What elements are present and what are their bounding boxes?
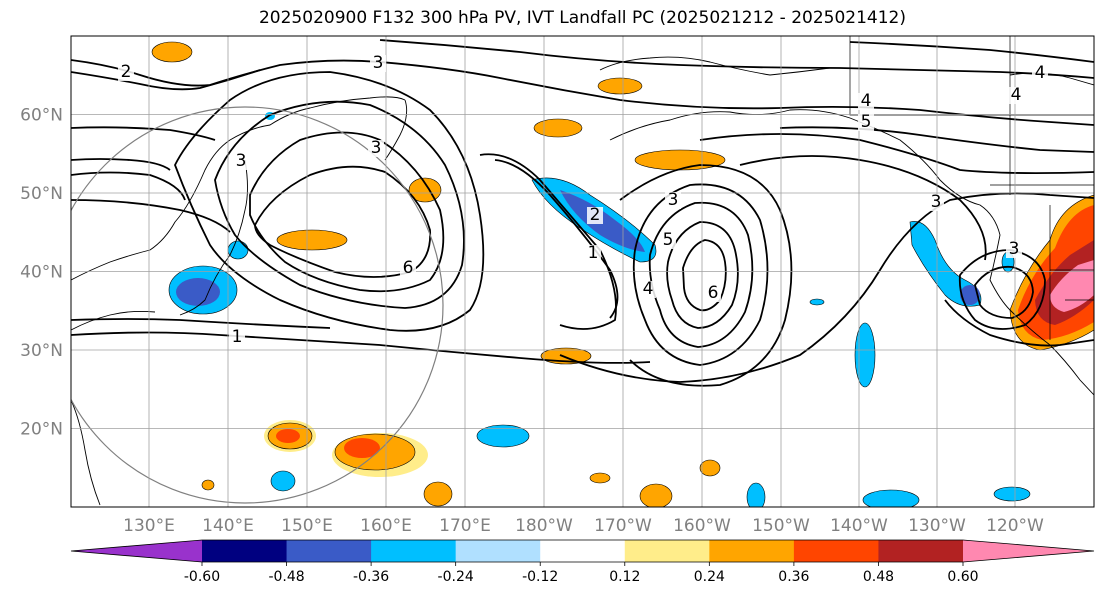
contour-label: 6 xyxy=(403,258,414,278)
colorbar-bin xyxy=(455,540,541,562)
contour-label: 2 xyxy=(590,205,601,225)
colorbar-labels: -0.60 -0.48 -0.36 -0.24 -0.12 0.12 0.24 0.36 0.4… xyxy=(184,562,979,585)
lon-tick-label: 170°W xyxy=(594,516,652,536)
colorbar-tick-label: 0.48 xyxy=(863,569,894,585)
contour-label-bg xyxy=(858,114,874,131)
lon-tick-label: 150°W xyxy=(752,516,810,536)
colorbar-tick-label: -0.24 xyxy=(438,569,474,585)
colorbar-over xyxy=(963,540,1094,562)
latitude-tick-labels: 20°N 30°N 40°N 50°N 60°N xyxy=(20,106,63,440)
contour-label: 3 xyxy=(236,151,247,171)
longitude-tick-labels: 130°E 140°E 150°E 160°E 170°E 180°W 170°W 160°W… xyxy=(123,516,1044,536)
contour-label: 4 xyxy=(643,279,654,299)
contour-label-bg xyxy=(587,207,603,224)
contour-label-bg xyxy=(640,281,656,298)
contour-label-bg xyxy=(705,285,721,302)
contour-label: 6 xyxy=(708,283,719,303)
lon-tick-label: 140°W xyxy=(830,516,888,536)
lat-tick-label: 60°N xyxy=(20,106,63,126)
contour-label: 3 xyxy=(373,53,384,73)
contour-label: 1 xyxy=(588,243,599,263)
gridlines xyxy=(71,36,1094,507)
contour-label-bg xyxy=(233,153,249,170)
contour-label: 3 xyxy=(668,190,679,210)
colorbar-tick-label: 0.24 xyxy=(694,569,725,585)
coastlines xyxy=(71,56,1094,506)
map-title: 2025020900 F132 300 hPa PV, IVT Landfall… xyxy=(258,8,906,28)
contour-label-bg xyxy=(1006,241,1022,258)
contour-label: 4 xyxy=(861,91,872,111)
contour-label-bg xyxy=(118,64,134,81)
colorbar-tick-label: -0.48 xyxy=(268,569,304,585)
lon-tick-label: 170°E xyxy=(439,516,491,536)
lat-tick-label: 50°N xyxy=(20,184,63,204)
contour-label: 2 xyxy=(121,62,132,82)
lat-tick-label: 30°N xyxy=(20,341,63,361)
contour-label: 1 xyxy=(232,327,243,347)
colorbar-tick-label: 0.12 xyxy=(609,569,640,585)
lat-tick-label: 40°N xyxy=(20,263,63,283)
pv-contours xyxy=(71,39,1094,387)
lon-tick-label: 150°E xyxy=(281,516,333,536)
contour-label-bg xyxy=(1032,65,1048,82)
colorbar xyxy=(70,539,1095,563)
borders xyxy=(849,36,1094,340)
contour-label: 4 xyxy=(1035,63,1046,83)
colorbar-bin xyxy=(540,540,626,562)
lon-tick-label: 180°W xyxy=(515,516,573,536)
contour-label-bg xyxy=(400,260,416,277)
contour-label-bg xyxy=(585,245,601,262)
contour-label: 3 xyxy=(931,192,942,212)
lon-tick-label: 160°E xyxy=(360,516,412,536)
colorbar-bin xyxy=(286,540,372,562)
contour-label-bg xyxy=(858,93,874,110)
colorbar-bin xyxy=(709,540,795,562)
contour-label-bg xyxy=(370,55,386,72)
contour-label-bg xyxy=(665,192,681,209)
great-circle-ring xyxy=(71,106,444,504)
contour-label-bg xyxy=(368,140,384,157)
colorbar-tick-label: -0.36 xyxy=(353,569,389,585)
fill-positive xyxy=(151,41,1094,507)
colorbar-tick-label: -0.12 xyxy=(522,569,558,585)
contour-label-bg xyxy=(928,194,944,211)
colorbar-bin xyxy=(624,540,710,562)
lon-tick-label: 130°E xyxy=(123,516,175,536)
contour-label: 3 xyxy=(371,138,382,158)
contour-label-bg xyxy=(660,232,676,249)
colorbar-tick-label: -0.60 xyxy=(184,569,220,585)
colorbar-tick-label: 0.36 xyxy=(778,569,809,585)
colorbar-bin xyxy=(202,540,288,562)
lon-tick-label: 140°E xyxy=(202,516,254,536)
lon-tick-label: 130°W xyxy=(908,516,966,536)
contour-label-bg xyxy=(229,329,245,346)
contour-label: 5 xyxy=(663,230,674,250)
contour-label: 5 xyxy=(861,112,872,132)
map-frame xyxy=(70,35,1095,508)
lat-tick-label: 20°N xyxy=(20,420,63,440)
lon-tick-label: 120°W xyxy=(986,516,1044,536)
contour-label: 4 xyxy=(1011,85,1022,105)
colorbar-bin xyxy=(793,540,879,562)
colorbar-under-tip xyxy=(71,540,202,562)
lon-tick-label: 160°W xyxy=(673,516,731,536)
colorbar-tick-label: 0.60 xyxy=(947,569,978,585)
ivt-fill-regions xyxy=(151,41,1094,507)
colorbar-bin xyxy=(371,540,457,562)
contour-label: 3 xyxy=(1009,239,1020,259)
colorbar-bin xyxy=(878,540,964,562)
contour-label-bg xyxy=(1008,87,1024,104)
